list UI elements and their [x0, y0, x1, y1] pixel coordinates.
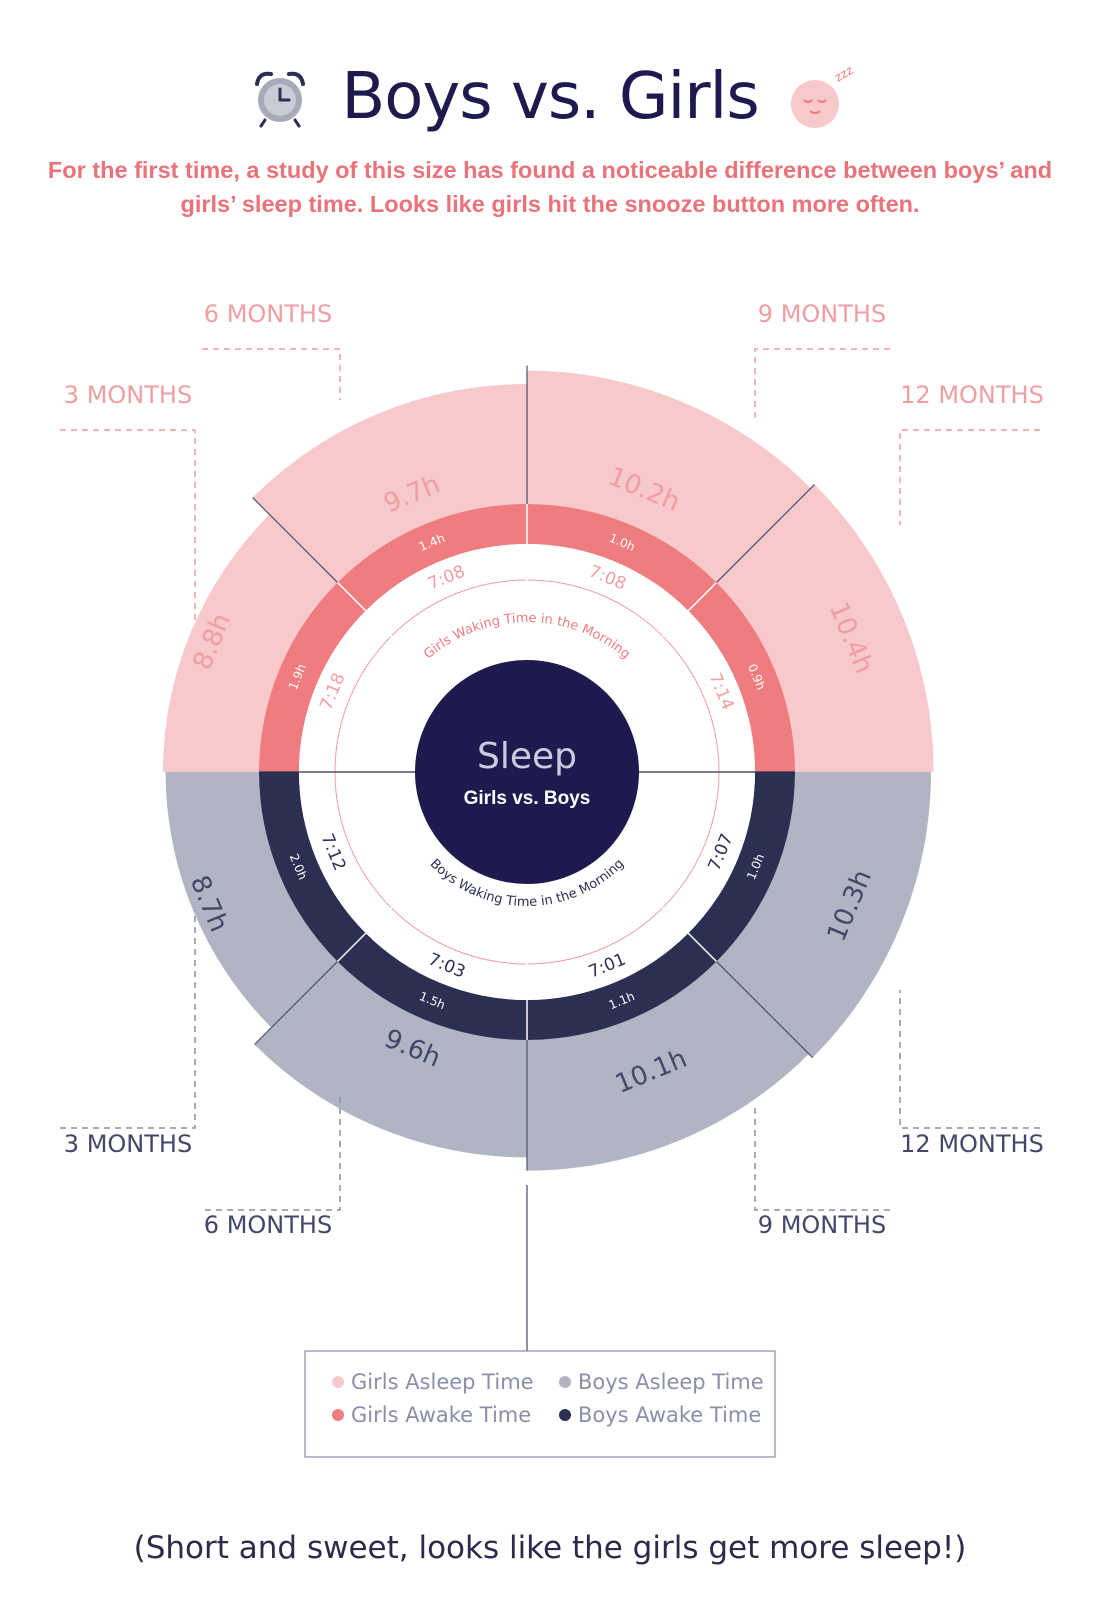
boys-awake-arc-1 [259, 772, 366, 962]
leader-line [60, 429, 196, 620]
girls-asleep-bar-3 [527, 370, 811, 583]
center-subtitle: Girls vs. Boys [464, 788, 591, 809]
leader-line [60, 910, 196, 1129]
leader-line [754, 348, 890, 420]
leader-line [754, 1105, 890, 1211]
boys-awake-arc-2 [337, 933, 527, 1040]
boys-category-label-3: 9 MONTHS [758, 1211, 886, 1239]
legend-label-3: Girls Awake Time [351, 1403, 531, 1427]
girls-category-label-2: 6 MONTHS [204, 300, 332, 328]
title-row: Boys vs. Girls zzz [0, 52, 1100, 142]
legend: Girls Asleep Time Boys Asleep Time Girls A… [304, 1185, 776, 1458]
leader-line [202, 348, 341, 400]
legend-label-1: Girls Asleep Time [351, 1370, 534, 1394]
girls-awake-arc-2 [337, 504, 527, 611]
boys-awake-arc-4 [688, 772, 795, 962]
girls-asleep-bar-1 [162, 514, 338, 772]
page-title: Boys vs. Girls [341, 60, 759, 134]
boys-category-label-1: 3 MONTHS [64, 1130, 192, 1158]
ring-divider [656, 581, 718, 643]
girls-awake-arc-1 [259, 582, 366, 772]
sleeping-face-icon: zzz [790, 63, 855, 128]
legend-swatch-4 [559, 1409, 571, 1421]
legend-swatch-3 [332, 1409, 344, 1421]
girls-awake-arc-3 [527, 504, 717, 611]
category-leaders: 3 MONTHS 6 MONTHS 9 MONTHS 12 MONTHS 3 MONTH… [60, 300, 1044, 1239]
boys-category-label-4: 12 MONTHS [900, 1130, 1044, 1158]
center-title: Sleep [477, 736, 577, 777]
boys-asleep-bar-3 [527, 961, 809, 1171]
ring-divider [336, 581, 398, 643]
leader-line [899, 429, 1040, 525]
boys-asleep-bar-1 [165, 772, 338, 1028]
legend-swatch-1 [332, 1376, 344, 1388]
page-subtitle: For the first time, a study of this size… [47, 157, 1053, 217]
footer-note: (Short and sweet, looks like the girls g… [133, 1530, 967, 1566]
girls-asleep-bar-2 [252, 383, 528, 583]
girls-awake-arc-4 [688, 582, 795, 772]
legend-label-4: Boys Awake Time [578, 1403, 761, 1427]
legend-box [304, 1350, 776, 1458]
legend-label-2: Boys Asleep Time [578, 1370, 764, 1394]
alarm-clock-icon [255, 71, 306, 128]
girls-asleep-bar-4 [716, 484, 934, 772]
ring-divider [336, 901, 398, 963]
boys-awake-arc-3 [527, 933, 717, 1040]
girls-category-label-1: 3 MONTHS [64, 381, 192, 409]
ring-divider [656, 901, 718, 963]
girls-category-label-3: 9 MONTHS [758, 300, 886, 328]
boys-category-label-2: 6 MONTHS [204, 1211, 332, 1239]
header: Boys vs. Girls zzz For the first time, a… [0, 0, 1100, 240]
leader-line [205, 1095, 341, 1211]
leader-line [899, 990, 1040, 1129]
center-disk [415, 660, 639, 884]
legend-swatch-2 [559, 1376, 571, 1388]
girls-category-label-4: 12 MONTHS [900, 381, 1044, 409]
boys-asleep-bar-2 [254, 961, 527, 1158]
boys-asleep-bar-4 [716, 772, 931, 1058]
